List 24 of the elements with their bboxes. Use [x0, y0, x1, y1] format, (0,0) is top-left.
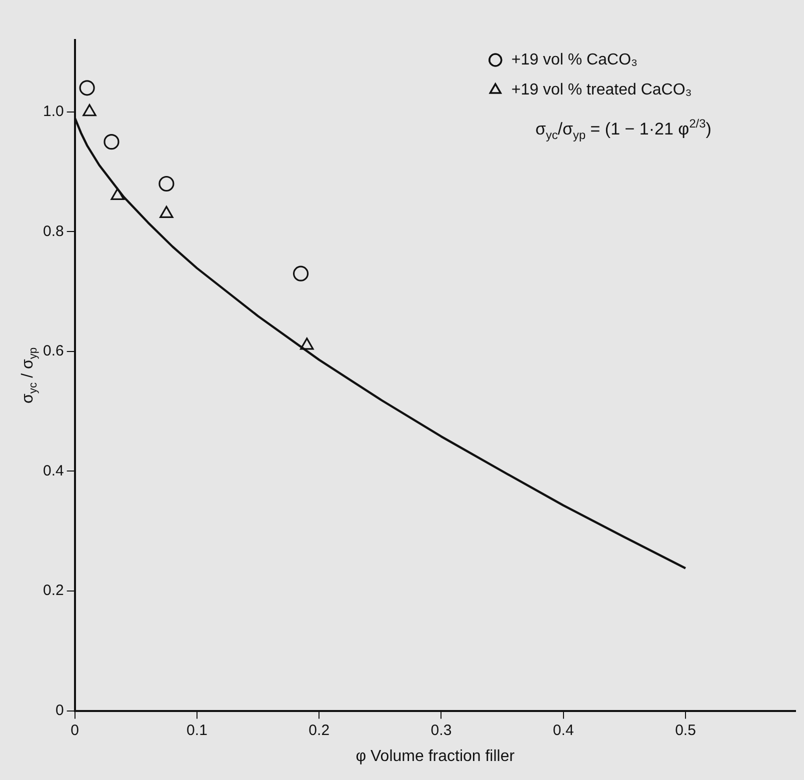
y-tick-label: 0.8 [42, 222, 64, 240]
y-axis-title: σyc / σyp [19, 347, 40, 404]
point [82, 104, 96, 116]
y-tick-label: 0.4 [42, 462, 64, 480]
point [300, 338, 314, 350]
point [104, 134, 120, 150]
point [79, 80, 95, 96]
x-tick-label: 0.1 [186, 722, 208, 739]
x-tick-label: 0.3 [430, 722, 452, 739]
point [160, 206, 174, 218]
y-tick-label: 0.6 [42, 342, 64, 360]
y-tick-label: 1.0 [42, 103, 64, 120]
point [110, 188, 124, 200]
point [292, 266, 309, 282]
x-tick-label: 0.5 [675, 722, 696, 739]
point [158, 176, 174, 192]
x-tick-label: 0 [70, 722, 80, 739]
legend-label: +19 vol % treated CaCO₃ [511, 81, 692, 98]
legend-label: +19 vol % CaCO₃ [511, 51, 638, 68]
y-tick-label: 0.2 [42, 582, 64, 600]
x-axis-title: φ Volume fraction filler [356, 748, 516, 765]
x-tick-label: 0.4 [552, 722, 574, 739]
x-tick-label: 0.2 [308, 722, 330, 739]
y-tick-label: 0 [56, 702, 64, 719]
